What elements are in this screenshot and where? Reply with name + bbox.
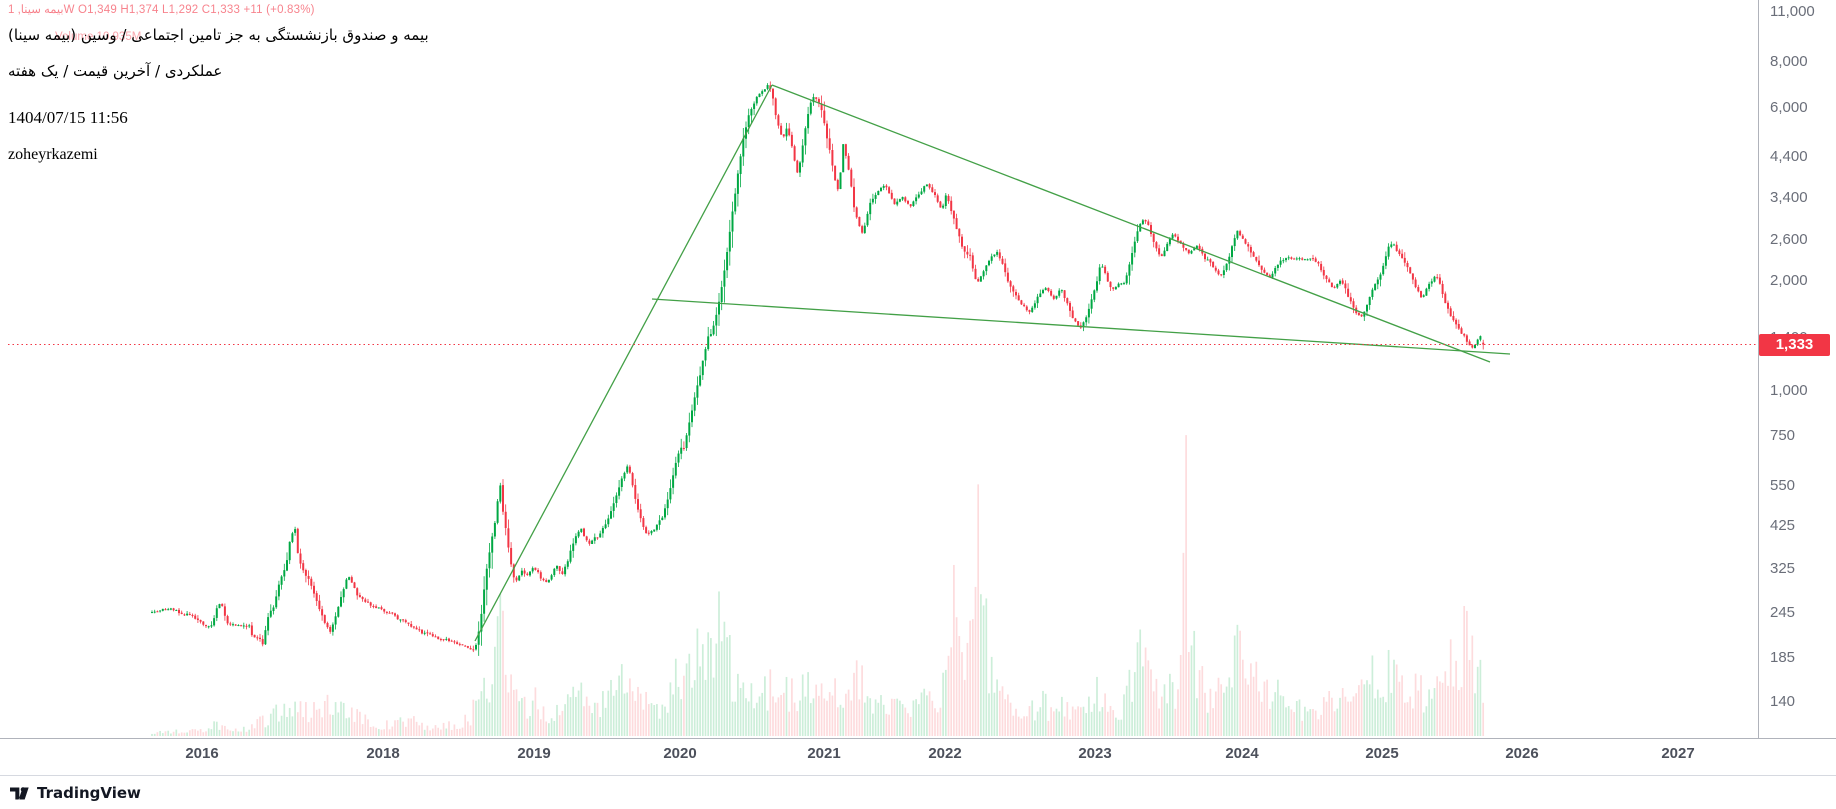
- volume-indicator-value: Volume 10.935M: [55, 31, 142, 43]
- year-tick-label-2026: 2026: [1505, 745, 1539, 762]
- footer-bar: TradingView: [0, 775, 1836, 809]
- trendlines[interactable]: [474, 84, 1511, 642]
- price-tick-label: 2,000: [1770, 272, 1808, 290]
- tradingview-logo-icon[interactable]: [10, 784, 34, 803]
- year-tick-label-2016: 2016: [185, 745, 219, 762]
- price-tick-label: 1,000: [1770, 382, 1808, 399]
- year-tick-label-2025: 2025: [1365, 745, 1399, 762]
- tradingview-brand-text[interactable]: TradingView: [37, 784, 141, 802]
- chart-author-username: zoheyrkazemi: [8, 146, 98, 163]
- candlestick-series: [151, 81, 1485, 656]
- price-tick-label: 4,400: [1770, 147, 1808, 165]
- chart-title: وسین (بیمه سینا) / بیمه و صندوق بازنشستگ…: [8, 26, 429, 44]
- price-tick-label: 3,400: [1770, 188, 1808, 206]
- price-tick-label: 750: [1770, 427, 1796, 445]
- symbol-interval-label: بیمه سینا, 1: [8, 4, 64, 16]
- chart-datetime: 1404/07/15 11:56: [8, 108, 128, 127]
- year-tick-label-2020: 2020: [663, 745, 697, 762]
- price-tick-label: 245: [1770, 604, 1796, 622]
- text-part: عملکردی: [164, 62, 223, 80]
- price-tick-label: 550: [1770, 476, 1796, 494]
- year-tick-label-2018: 2018: [366, 745, 400, 762]
- price-tick-label: 2,600: [1770, 230, 1808, 248]
- year-tick-label-2024: 2024: [1225, 745, 1259, 762]
- price-tick-label: 6,000: [1770, 98, 1808, 116]
- ohlc-values: O1,349 H1,374 L1,292 C1,333 +11 (+0.83%): [78, 4, 315, 16]
- trendline-lower-wedge-line[interactable]: [651, 298, 1511, 355]
- price-tick-label: 185: [1770, 648, 1796, 666]
- chart-canvas[interactable]: [0, 0, 1758, 738]
- text-part: بیمه و صندوق بازنشستگی به جز تامین اجتما…: [131, 26, 429, 44]
- interval-suffix: W: [63, 4, 75, 16]
- time-axis[interactable]: 2016 2018 2019 2020 2021 2022 2023 2024 2025 2026…: [0, 738, 1836, 776]
- price-tick-label: 140: [1770, 692, 1796, 710]
- year-tick-label-2022: 2022: [928, 745, 962, 762]
- year-tick-label-2023: 2023: [1078, 745, 1112, 762]
- year-tick-label-2019: 2019: [517, 745, 551, 762]
- price-tick-label: 325: [1770, 559, 1796, 577]
- text-part: وسین (بیمه سینا): [8, 26, 117, 44]
- year-tick-label-2021: 2021: [807, 745, 841, 762]
- price-tick-label: 425: [1770, 517, 1796, 535]
- price-tick-label: 8,000: [1770, 53, 1808, 71]
- chart-subtitle: یک هفته / آخرین قیمت / عملکردی: [8, 62, 223, 80]
- text-part: آخرین قیمت: [73, 62, 151, 80]
- last-price-badge: 1,333: [1759, 333, 1830, 356]
- ohlc-status-line[interactable]: بیمه سینا, 1W O1,349 H1,374 L1,292 C1,33…: [8, 2, 315, 16]
- trendline-rising-support[interactable]: [474, 84, 773, 642]
- volume-bars: [151, 435, 1485, 736]
- text-part: یک هفته: [8, 62, 59, 80]
- price-axis[interactable]: 11,0008,0006,0004,4003,4002,6002,0001,40…: [1758, 0, 1836, 738]
- trendline-descending-resistance[interactable]: [771, 84, 1491, 363]
- year-tick-label-2027: 2027: [1661, 745, 1695, 762]
- price-tick-label: 11,000: [1770, 2, 1815, 20]
